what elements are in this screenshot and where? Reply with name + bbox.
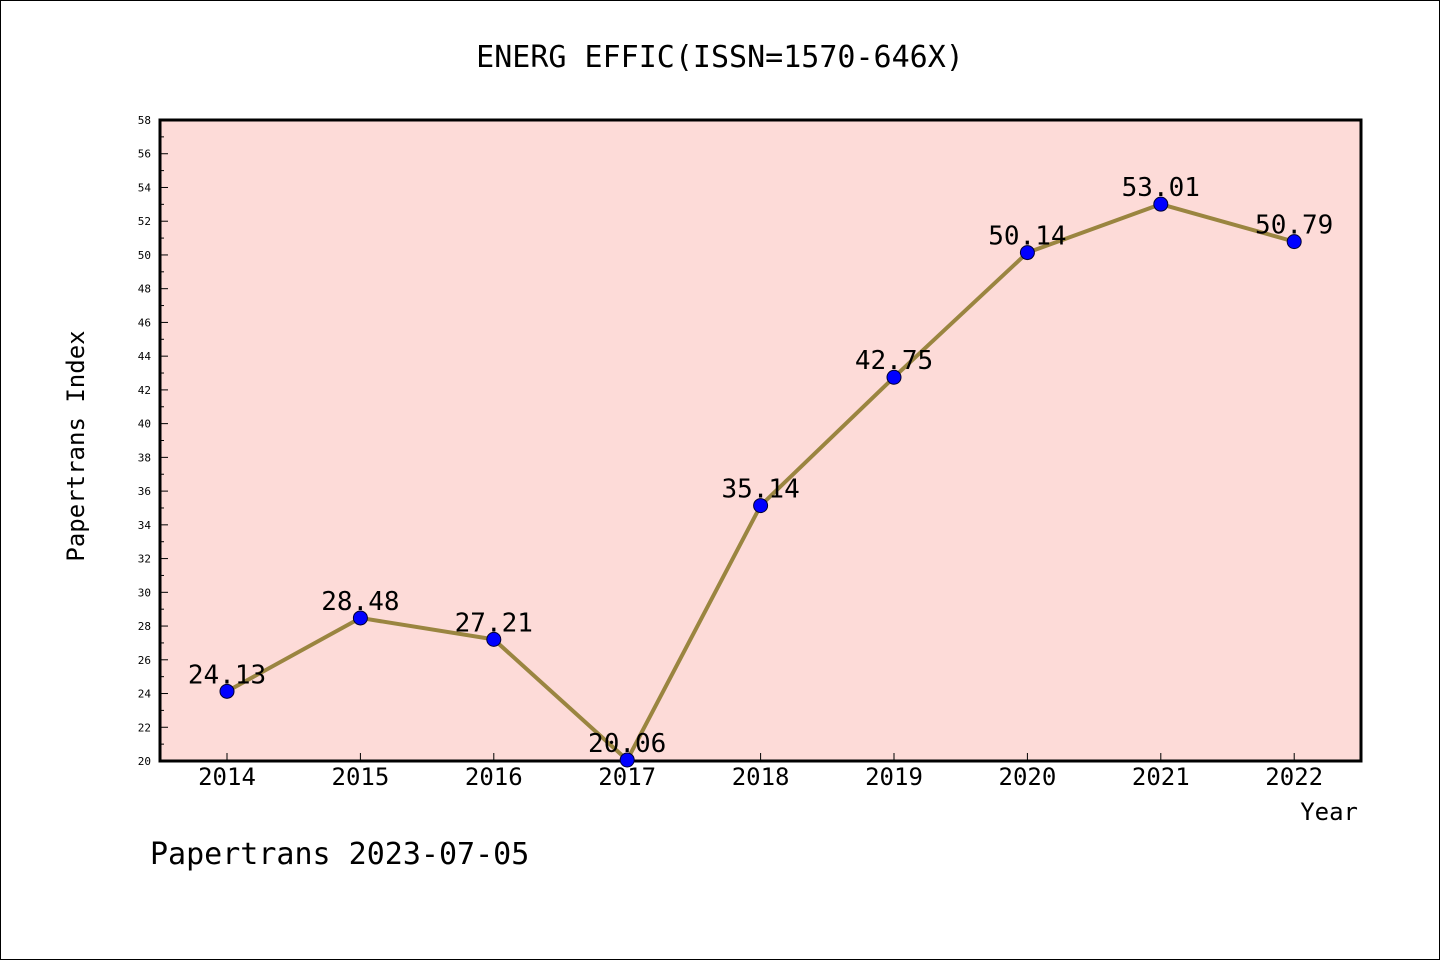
data-label: 53.01 xyxy=(1122,173,1200,203)
footer-note: Papertrans 2023-07-05 xyxy=(150,837,529,872)
y-tick-label: 44 xyxy=(138,350,152,363)
data-point xyxy=(1153,196,1169,212)
x-tick-label: 2018 xyxy=(732,763,790,791)
y-tick-label: 56 xyxy=(138,148,151,161)
data-label: 50.14 xyxy=(988,222,1066,252)
y-tick-label: 40 xyxy=(138,418,151,431)
y-axis-label: Papertrans Index xyxy=(62,330,90,561)
y-tick-label: 54 xyxy=(138,181,152,194)
y-axis: 20 22 24 26 28 30 32 34 36 38 40 42 44 46 48 50 52 54 56 58 xyxy=(138,114,168,768)
y-tick-label: 42 xyxy=(138,384,151,397)
data-point xyxy=(1019,245,1035,261)
x-tick-label: 2020 xyxy=(999,763,1057,791)
data-point xyxy=(619,752,635,768)
y-tick-label: 50 xyxy=(138,249,151,262)
y-tick-label: 24 xyxy=(138,688,152,701)
data-point xyxy=(486,631,502,647)
data-label: 50.79 xyxy=(1255,211,1333,241)
y-tick-label: 48 xyxy=(138,283,151,296)
y-tick-label: 36 xyxy=(138,485,151,498)
y-tick-label: 20 xyxy=(138,755,151,768)
data-point xyxy=(219,683,235,699)
y-tick-label: 46 xyxy=(138,316,151,329)
y-tick-label: 52 xyxy=(138,215,151,228)
y-tick-label: 58 xyxy=(138,114,151,127)
data-point xyxy=(886,369,902,385)
y-tick-label: 32 xyxy=(138,553,151,566)
x-axis-label: Year xyxy=(1300,798,1358,826)
x-tick-label: 2022 xyxy=(1265,763,1323,791)
y-tick-label: 38 xyxy=(138,451,151,464)
x-tick-label: 2016 xyxy=(465,763,523,791)
data-label: 24.13 xyxy=(188,660,266,690)
y-tick-label: 26 xyxy=(138,654,151,667)
chart-title: ENERG EFFIC(ISSN=1570-646X) xyxy=(476,40,964,75)
x-axis: 2014 2015 2016 2017 2018 2019 2020 2021 2022 xyxy=(198,753,1323,791)
y-tick-label: 22 xyxy=(138,721,151,734)
data-label: 35.14 xyxy=(721,475,799,505)
series-layer: 24.13 28.48 27.21 20.06 35.14 42.75 50.14 53.01… xyxy=(188,173,1333,768)
x-tick-label: 2017 xyxy=(598,763,656,791)
data-point xyxy=(1286,234,1302,250)
y-tick-label: 28 xyxy=(138,620,151,633)
x-tick-label: 2014 xyxy=(198,763,256,791)
data-label: 28.48 xyxy=(321,587,399,617)
x-tick-label: 2021 xyxy=(1132,763,1190,791)
data-point xyxy=(753,498,769,514)
plot-area xyxy=(158,118,1363,763)
y-tick-label: 30 xyxy=(138,586,151,599)
x-tick-label: 2019 xyxy=(865,763,923,791)
data-label: 27.21 xyxy=(455,608,533,638)
x-tick-label: 2015 xyxy=(332,763,390,791)
data-point xyxy=(352,610,368,626)
y-tick-label: 34 xyxy=(138,519,152,532)
data-label: 20.06 xyxy=(588,729,666,759)
data-label: 42.75 xyxy=(855,346,933,376)
